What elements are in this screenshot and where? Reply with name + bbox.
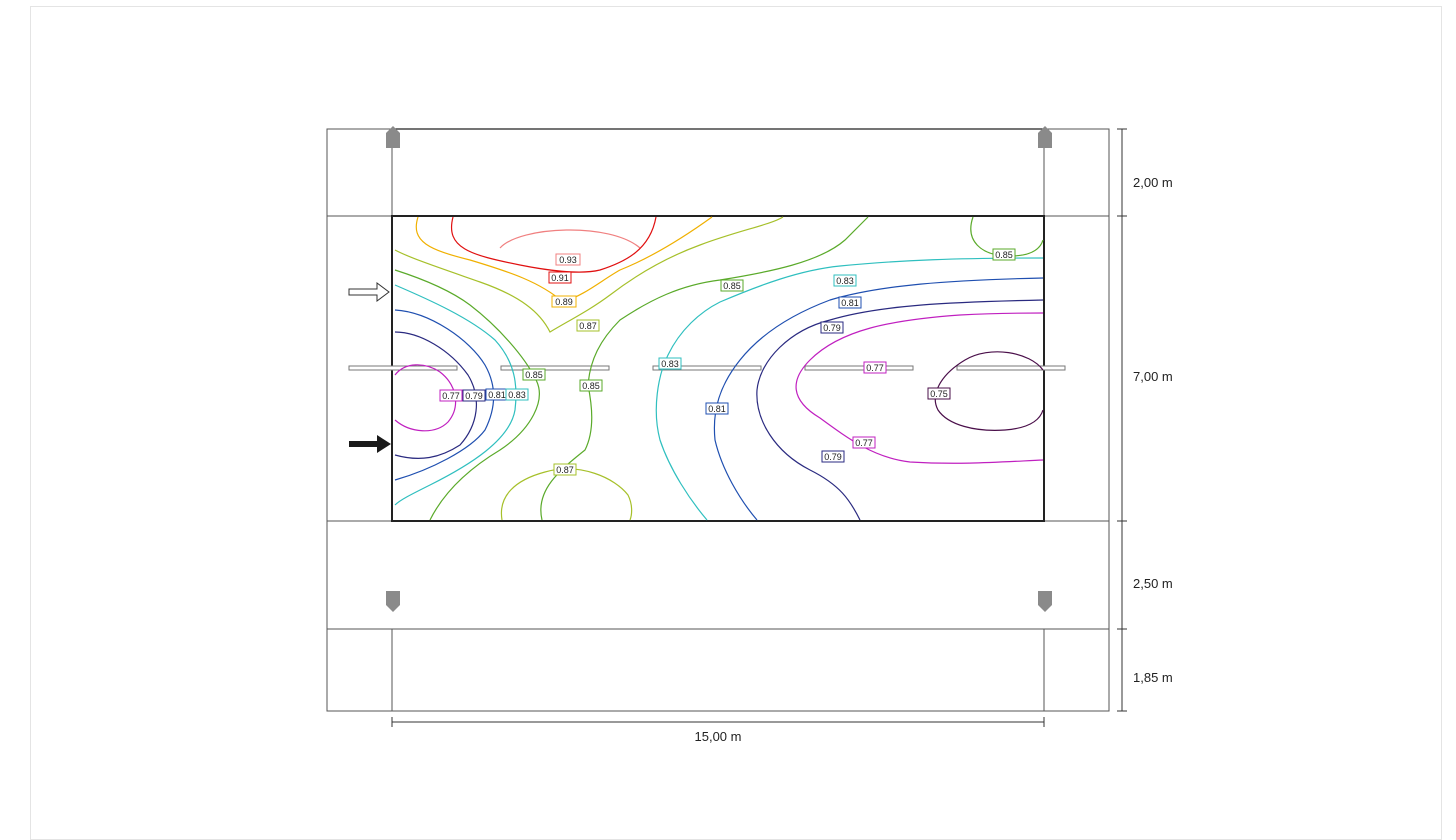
contour-label: 0.93 (555, 253, 581, 266)
isoline-0-91 (451, 216, 657, 273)
contour-label-text: 0.85 (582, 381, 600, 391)
contour-label: 0.83 (658, 357, 682, 370)
isoline-0-79-left (394, 331, 478, 460)
lane-markings (348, 365, 1066, 371)
contour-label-text: 0.75 (930, 389, 948, 399)
contour-label: 0.91 (548, 271, 572, 284)
contour-label: 0.85 (720, 279, 744, 292)
contour-label-text: 0.89 (555, 297, 573, 307)
contour-value-labels: 0.93 0.91 0.89 0.87 0.85 0.85 0.83 0.81 … (439, 248, 1016, 476)
zone-outlines (326, 128, 1110, 712)
drawing-sheet (30, 6, 1442, 840)
contour-label-text: 0.79 (465, 391, 483, 401)
luminaire-icon (386, 126, 400, 148)
luminaire-icon (1038, 591, 1052, 612)
luminaire-icon (1038, 126, 1052, 148)
contour-label-text: 0.83 (508, 390, 526, 400)
contour-label: 0.77 (439, 389, 463, 402)
contour-label-text: 0.81 (841, 298, 859, 308)
isoline-0-83-left (394, 284, 517, 506)
contour-label-text: 0.85 (723, 281, 741, 291)
contour-label: 0.77 (863, 361, 887, 374)
contour-label-text: 0.87 (556, 465, 574, 475)
isoline-0-87-bottom (500, 468, 633, 521)
dimension-labels: 2,00 m 7,00 m 2,50 m 1,85 m 15,00 m (695, 175, 1173, 744)
contour-label-text: 0.85 (995, 250, 1013, 260)
contour-label: 0.85 (522, 368, 546, 381)
contour-label: 0.89 (551, 295, 577, 308)
contour-label-text: 0.77 (442, 391, 460, 401)
luminaire-icon (386, 591, 400, 612)
dimension-sidewalk-bottom: 2,50 m (1133, 576, 1173, 591)
dimension-sidewalk-top: 2,00 m (1133, 175, 1173, 190)
isoline-0-79-right (756, 299, 1044, 521)
isoline-0-85-b (540, 216, 869, 521)
contour-label: 0.87 (553, 463, 577, 476)
isoline-0-75 (934, 351, 1044, 431)
contour-label: 0.79 (820, 321, 844, 334)
contour-label-text: 0.91 (551, 273, 569, 283)
contour-label: 0.85 (579, 379, 603, 392)
luminaires (386, 126, 1052, 612)
isoline-0-87-top (394, 216, 784, 333)
dimension-roadway: 7,00 m (1133, 369, 1173, 384)
traffic-direction-outline-arrow-icon (348, 282, 390, 302)
contour-label-text: 0.81 (488, 390, 506, 400)
isoline-0-81-right (713, 277, 1044, 521)
dimension-spacing: 15,00 m (695, 729, 742, 744)
contour-label: 0.81 (485, 388, 509, 401)
contour-label: 0.85 (992, 248, 1016, 261)
contour-label: 0.79 (462, 389, 486, 402)
isoline-0-77-right (795, 312, 1044, 464)
contour-label: 0.83 (833, 274, 857, 287)
contour-label-text: 0.85 (525, 370, 543, 380)
isoline-0-93 (499, 229, 641, 249)
contour-label: 0.79 (821, 450, 845, 463)
contour-label-text: 0.77 (866, 363, 884, 373)
contour-label-text: 0.77 (855, 438, 873, 448)
contour-label-text: 0.87 (579, 321, 597, 331)
contour-label: 0.87 (576, 319, 600, 332)
traffic-direction-solid-arrow-icon (349, 435, 391, 453)
contour-label-text: 0.79 (823, 323, 841, 333)
contour-label-text: 0.93 (559, 255, 577, 265)
contour-label: 0.83 (505, 388, 529, 401)
contour-label: 0.81 (705, 402, 729, 415)
contour-label-text: 0.83 (661, 359, 679, 369)
contour-label-text: 0.79 (824, 452, 842, 462)
contour-label: 0.75 (927, 387, 951, 400)
isoline-0-83-right (655, 257, 1044, 521)
dimension-strip: 1,85 m (1133, 670, 1173, 685)
contour-label-text: 0.81 (708, 404, 726, 414)
contour-label: 0.81 (838, 296, 862, 309)
traffic-arrows (348, 282, 391, 453)
dimension-lines (391, 128, 1127, 727)
contour-label: 0.77 (852, 436, 876, 449)
contour-label-text: 0.83 (836, 276, 854, 286)
